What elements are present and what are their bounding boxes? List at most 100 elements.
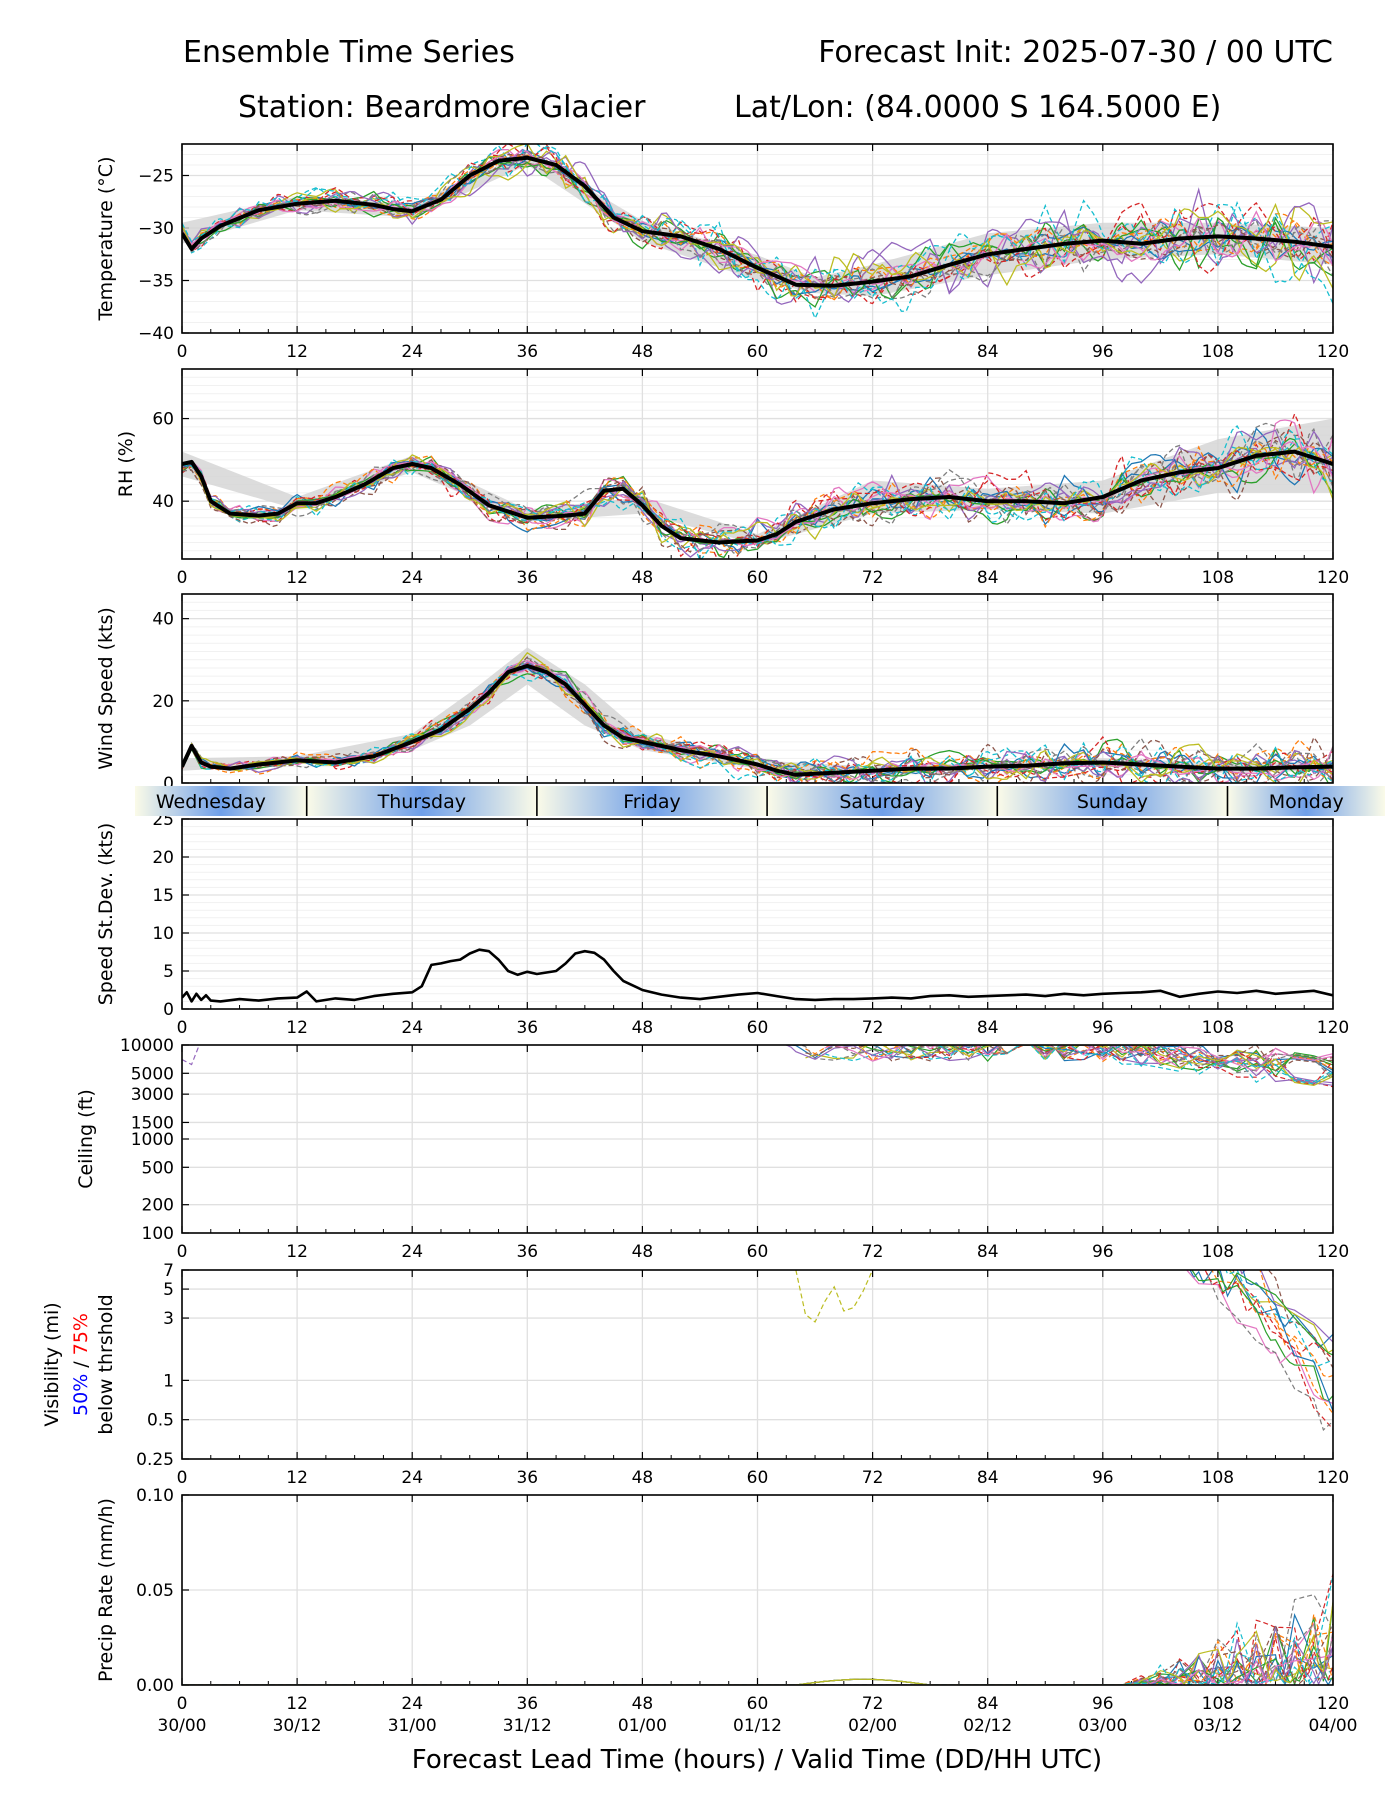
- ensemble-member-line: [182, 161, 1333, 299]
- ensemble-member-line: [805, 1045, 1333, 1072]
- x-tick-label: 84: [977, 1242, 999, 1262]
- x-tick-label: 48: [632, 1468, 654, 1488]
- ensemble-member-line: [882, 1045, 1333, 1085]
- x-tick-label: 72: [862, 568, 884, 588]
- ensemble-member-line: [182, 663, 1333, 783]
- x-tick-label: 120: [1317, 1694, 1349, 1714]
- ensemble-member-line: [795, 1270, 874, 1323]
- ensemble-member-line: [182, 450, 1333, 549]
- x-tick-label: 36: [516, 568, 538, 588]
- y-tick-label: 7: [163, 1261, 174, 1281]
- valid-time-label: 31/12: [503, 1716, 552, 1736]
- ensemble-member-line: [182, 662, 1333, 783]
- ensemble-member-line: [1211, 1270, 1333, 1378]
- y-tick-label: 10: [152, 924, 174, 944]
- ensemble-member-line: [1228, 1270, 1333, 1354]
- y-tick-label: 0.25: [136, 1450, 174, 1470]
- ensemble-member-line: [182, 1644, 1333, 1685]
- latlon-label: Lat/Lon: (84.0000 S 164.5000 E): [734, 90, 1221, 125]
- ensemble-member-line: [182, 667, 1333, 783]
- x-tick-label: 12: [286, 1468, 308, 1488]
- x-tick-label: 0: [177, 1018, 188, 1038]
- x-tick-label: 120: [1317, 1242, 1349, 1262]
- x-tick-label: 120: [1317, 1468, 1349, 1488]
- x-tick-label: 0: [177, 1468, 188, 1488]
- ensemble-mean-line: [182, 155, 1333, 288]
- day-band: Wednesday Thursday Friday Saturday Sunday Mon…: [135, 786, 1385, 816]
- ensemble-member-line: [182, 150, 1333, 292]
- plot-area-speed_stdev: [182, 948, 1333, 1003]
- ensemble-member-line: [182, 1602, 1333, 1685]
- x-tick-label: 24: [401, 568, 423, 588]
- x-tick-label: 108: [1202, 342, 1234, 362]
- y-tick-label: −40: [138, 324, 174, 344]
- valid-time-label: 04/00: [1309, 1716, 1358, 1736]
- y-axis-label: RH (%): [115, 431, 137, 497]
- y-tick-label: 10000: [120, 1036, 174, 1056]
- valid-time-label: 02/12: [963, 1716, 1012, 1736]
- spread-band: [182, 152, 1333, 297]
- ensemble-member-line: [182, 446, 1333, 544]
- x-tick-label: 84: [977, 568, 999, 588]
- threshold-part: 50%: [70, 1374, 92, 1416]
- ensemble-member-line: [182, 1601, 1333, 1685]
- panel-frame: [181, 1269, 1334, 1460]
- x-tick-label: 36: [516, 1242, 538, 1262]
- x-tick-label: 60: [747, 342, 769, 362]
- ensemble-member-line: [182, 149, 1333, 300]
- y-axis-label-sub: below thrshold: [95, 1294, 117, 1434]
- ensemble-member-line: [1232, 1270, 1333, 1430]
- y-tick-label: 500: [142, 1158, 174, 1178]
- ensemble-member-line: [182, 1573, 1333, 1685]
- ensemble-member-line: [786, 1045, 1333, 1086]
- ensemble-member-line: [1205, 1270, 1333, 1431]
- ensemble-member-line: [862, 1045, 1333, 1084]
- x-tick-label: 48: [632, 1242, 654, 1262]
- day-label: Friday: [623, 791, 681, 813]
- x-tick-label: 84: [977, 342, 999, 362]
- threshold-part: /: [70, 1355, 92, 1373]
- ensemble-member-line: [182, 672, 1333, 783]
- x-tick-label: 120: [1317, 568, 1349, 588]
- x-tick-label: 24: [401, 1018, 423, 1038]
- y-tick-label: −30: [138, 219, 174, 239]
- y-tick-label: 3000: [131, 1085, 174, 1105]
- ensemble-member-line: [182, 148, 1333, 303]
- x-tick-label: 60: [747, 1694, 769, 1714]
- ensemble-member-line: [1217, 1270, 1333, 1402]
- x-tick-label: 84: [977, 1468, 999, 1488]
- y-tick-label: 5000: [131, 1064, 174, 1084]
- x-tick-label: 12: [286, 1694, 308, 1714]
- panel-precip: 0.00 0.05 0.10 0 12 24 36 48 60 72 84 96 108 120 Preci…: [95, 1486, 1349, 1714]
- ensemble-member-line: [1185, 1270, 1333, 1404]
- x-tick-label: 60: [747, 1468, 769, 1488]
- station-label: Station: Beardmore Glacier: [238, 90, 646, 125]
- day-band-segment: [135, 786, 307, 816]
- ensemble-member-line: [182, 151, 1333, 305]
- x-tick-label: 36: [516, 342, 538, 362]
- panel-temperature: −40 −35 −30 −25 0 12 24 36 48 60 72 84 96 108 120 Tempe…: [95, 143, 1349, 362]
- x-tick-label: 48: [632, 1694, 654, 1714]
- valid-time-label: 30/00: [158, 1716, 207, 1736]
- x-tick-label: 0: [177, 1242, 188, 1262]
- y-tick-label: 60: [152, 410, 174, 430]
- stdev-line: [182, 948, 1333, 1003]
- day-label: Saturday: [839, 791, 925, 813]
- panel-frame: [181, 818, 1334, 1010]
- ensemble-mean-line: [182, 663, 1333, 777]
- x-tick-label: 72: [862, 342, 884, 362]
- valid-time-label: 01/12: [733, 1716, 782, 1736]
- panel-frame: [181, 368, 1334, 560]
- ensemble-member-line: [182, 665, 1333, 783]
- ensemble-member-line: [182, 425, 1333, 559]
- x-tick-label: 48: [632, 1018, 654, 1038]
- y-axis-label: Speed St.Dev. (kts): [95, 823, 117, 1006]
- day-label: Sunday: [1077, 791, 1148, 813]
- y-tick-label: 0.5: [147, 1411, 174, 1431]
- panel-visibility: 0.25 0.5 1 3 57 0 12 24 36 48 60 72 84 96 108 120 Visibi…: [41, 1261, 1349, 1488]
- y-tick-label: 1000: [131, 1130, 174, 1150]
- x-tick-label: 12: [286, 1018, 308, 1038]
- title-left: Ensemble Time Series: [183, 35, 515, 70]
- y-tick-label: 5: [163, 1280, 174, 1300]
